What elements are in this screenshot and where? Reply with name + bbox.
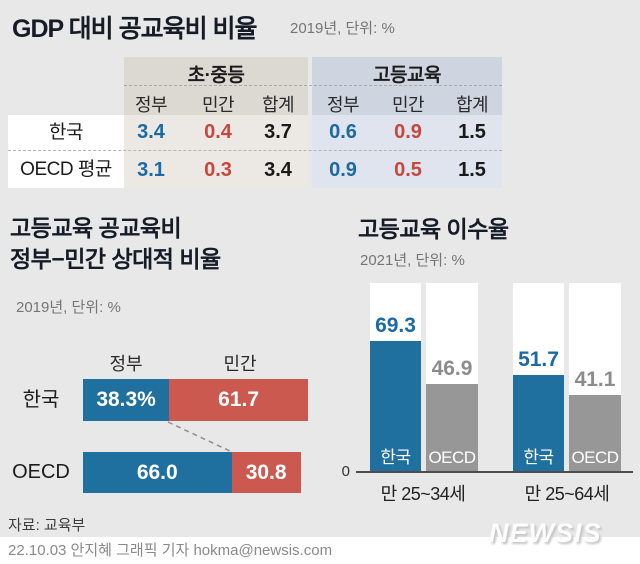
right-chart-title: 고등교육 이수율 <box>358 216 509 242</box>
footer-strip <box>0 537 640 564</box>
bar-oecd-25-64: 41.1 OECD <box>569 368 621 473</box>
korea-private-segment: 61.7 <box>169 379 308 421</box>
bar-value-label: 69.3 <box>375 314 416 337</box>
bar-korea-25-34: 69.3 한국 <box>370 314 421 473</box>
private-column-label: 민간 <box>223 354 257 374</box>
group-label-25-64: 만 25~64세 <box>524 484 610 504</box>
oecd-gov-value: 66.0 <box>136 460 178 484</box>
higher-header-bg <box>312 57 502 115</box>
stacked-row-label-oecd: OECD <box>12 461 70 483</box>
table-cell: 0.9 <box>329 159 357 181</box>
korea-private-value: 61.7 <box>218 388 260 411</box>
page-title: GDP 대비 공교육비 비율 <box>12 15 258 43</box>
table-row-divider <box>8 150 502 151</box>
table-cell: 3.1 <box>137 159 165 181</box>
table-cell: 0.5 <box>394 159 422 181</box>
col-header-priv-1: 민간 <box>201 95 235 115</box>
col-header-gov-1: 정부 <box>134 95 168 115</box>
bar-value-label: 51.7 <box>518 348 559 371</box>
page-subtitle: 2019년, 단위: % <box>290 20 395 37</box>
col-header-priv-2: 민간 <box>391 95 425 115</box>
bar-korea-25-64: 51.7 한국 <box>513 348 564 473</box>
korea-stacked-bar: 38.3% 61.7 <box>83 379 308 421</box>
korea-gov-segment: 38.3% <box>83 379 170 421</box>
left-chart-subtitle: 2019년, 단위: % <box>16 299 121 316</box>
table-cell: 3.4 <box>264 159 292 181</box>
bar-category-label: 한국 <box>523 448 554 467</box>
oecd-private-segment: 30.8 <box>231 452 301 493</box>
bar-value-label: 46.9 <box>431 357 473 380</box>
group-label-25-34: 만 25~34세 <box>380 484 466 504</box>
bar-value-label: 41.1 <box>574 368 616 391</box>
newsis-logo: NEWSIS <box>489 518 602 548</box>
col-header-gov-2: 정부 <box>326 95 360 115</box>
table-cell: 0.6 <box>329 121 357 143</box>
row-label-oecd: OECD 평균 <box>20 159 112 180</box>
left-chart-title: 고등교육 공교육비 정부−민간 상대적 비율 <box>10 215 221 272</box>
elementary-body-bg <box>124 115 308 188</box>
oecd-private-value: 30.8 <box>245 460 287 484</box>
table-group-elementary: 초·중등 <box>187 65 245 86</box>
elementary-header-bg <box>124 57 308 115</box>
source-note: 자료: 교육부 <box>8 517 86 534</box>
bar-category-label: OECD <box>571 448 619 467</box>
row-label-bg <box>8 115 124 188</box>
table-header-divider <box>124 85 502 86</box>
col-header-total-2: 합계 <box>455 95 489 115</box>
row-label-korea: 한국 <box>49 122 83 143</box>
table-cell: 1.5 <box>458 121 486 143</box>
axis-zero-label: 0 <box>341 463 350 480</box>
bar-category-label: OECD <box>428 448 476 467</box>
bar-oecd-25-34: 46.9 OECD <box>426 357 478 473</box>
korea-gov-value: 38.3% <box>96 388 156 411</box>
dashed-connector <box>167 421 233 453</box>
credit-line: 22.10.03 안지혜 그래픽 기자 hokma@newsis.com <box>8 542 333 559</box>
gov-column-label: 정부 <box>109 354 143 374</box>
table-cell: 3.4 <box>137 121 165 143</box>
table-cell: 1.5 <box>458 159 486 181</box>
table-cell: 0.4 <box>204 121 232 143</box>
oecd-gov-segment: 66.0 <box>83 452 232 493</box>
stacked-row-label-korea: 한국 <box>22 389 60 411</box>
oecd-stacked-bar: 66.0 30.8 <box>83 452 308 493</box>
x-axis-line <box>356 471 633 473</box>
higher-body-bg <box>312 115 502 188</box>
table-group-higher: 고등교육 <box>373 65 441 86</box>
table-cell: 3.7 <box>264 121 292 143</box>
table-cell: 0.9 <box>394 121 422 143</box>
col-header-total-1: 합계 <box>261 95 295 115</box>
table-cell: 0.3 <box>204 159 232 181</box>
bar-category-label: 한국 <box>380 448 411 467</box>
right-chart-subtitle: 2021년, 단위: % <box>360 252 465 269</box>
